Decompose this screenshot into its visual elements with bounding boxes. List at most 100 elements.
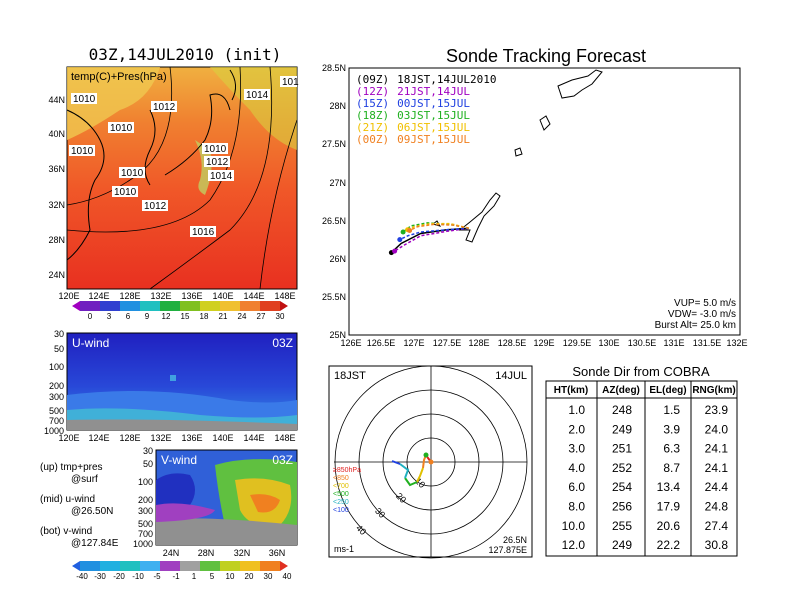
pressure-tick: 700 [49, 416, 64, 426]
colorbar-tick: 0 [88, 312, 93, 321]
pressure-tick: 100 [49, 362, 64, 372]
colorbar-tick: -1 [172, 572, 180, 581]
v-wind-colorbar-labels: -40 -30 -20 -10 -5 -1 1 5 10 20 30 40 [76, 572, 292, 581]
track-params: VUP= 5.0 m/s VDW= -3.0 m/s Burst Alt= 25… [655, 298, 736, 331]
colorbar-tick: 27 [257, 312, 266, 321]
colorbar-tick: 40 [283, 572, 292, 581]
table-cell: 24.8 [705, 500, 729, 514]
level-label: ≥850hPa [333, 467, 361, 474]
track-endpoint [392, 248, 398, 254]
temperature-colorbar-labels: 0 3 6 9 12 15 18 21 24 27 30 [88, 312, 285, 321]
track-lines [388, 222, 470, 256]
u-wind-label: U-wind [72, 336, 109, 350]
lon-tick: 148E [274, 291, 295, 301]
table-header-cell: AZ(deg) [602, 385, 640, 396]
lon-tick: 132E [150, 433, 171, 443]
y-tick: 25N [329, 330, 346, 340]
x-tick: 132E [726, 338, 747, 348]
track-endpoint [397, 237, 403, 243]
note-bot: (bot) v-wind [40, 526, 92, 537]
legend-entry: (00Z) 09JST,15JUL [356, 133, 470, 146]
table-cell: 8.7 [663, 461, 680, 475]
lat-tick: 32N [234, 548, 251, 558]
colorbar-tick: -20 [113, 572, 125, 581]
y-tick: 27.5N [322, 139, 346, 149]
table-cell: 27.4 [705, 519, 729, 533]
table-cell: 249 [612, 538, 632, 552]
polar-lon: 127.875E [488, 545, 527, 555]
isobar-label: 1012 [206, 157, 229, 168]
table-cell: 17.9 [657, 500, 681, 514]
track-legend: (09Z) 18JST,14JUL2010 (12Z) 21JST,14JUL (1… [356, 73, 496, 146]
x-tick: 126.5E [367, 338, 396, 348]
lat-tick: 44N [48, 95, 65, 105]
lon-tick: 124E [88, 433, 109, 443]
lat-tick: 36N [269, 548, 286, 558]
lon-tick: 120E [58, 433, 79, 443]
table-title: Sonde Dir from COBRA [572, 364, 710, 379]
legend-text: 00JST,15JUL [397, 97, 470, 110]
x-tick: 130.5E [628, 338, 657, 348]
table-cell: 6.3 [663, 442, 680, 456]
note-up-sub: @surf [71, 474, 98, 485]
note-bot-sub: @127.84E [71, 538, 119, 549]
table-body: 1.0 248 1.5 23.9 2.0 249 3.9 24.0 3.0 251 6.3 24.1 4… [562, 403, 729, 552]
legend-entry: (18Z) 03JST,15JUL [356, 109, 470, 122]
pressure-tick: 30 [143, 446, 153, 456]
polar-lat: 26.5N [503, 535, 527, 545]
lon-tick: 128E [119, 433, 140, 443]
lat-tick: 28N [48, 235, 65, 245]
lon-tick: 128E [119, 291, 140, 301]
table-cell: 30.8 [705, 538, 729, 552]
map-label: temp(C)+Pres(hPa) [71, 71, 167, 83]
isobar-label: 1010 [71, 146, 94, 157]
map-lat-ticks: 44N 40N 36N 32N 28N 24N [48, 95, 65, 280]
isobar-label: 1010 [110, 123, 133, 134]
v-wind-lat-ticks: 24N 28N 32N 36N [163, 548, 286, 558]
legend-key: (18Z) [356, 109, 389, 122]
polar-time-left: 18JST [334, 370, 366, 382]
table-cell: 3.9 [663, 422, 680, 436]
table-cell: 10.0 [562, 519, 586, 533]
map-title: 03Z,14JUL2010 (init) [89, 45, 282, 64]
lon-tick: 144E [243, 433, 264, 443]
x-tick: 130E [598, 338, 619, 348]
track-line [390, 227, 469, 254]
track-line [394, 227, 470, 252]
pressure-tick: 300 [138, 506, 153, 516]
table-cell: 3.0 [568, 442, 585, 456]
table-cell: 255 [612, 519, 632, 533]
table-cell: 1.5 [663, 403, 680, 417]
side-notes: (up) tmp+pres @surf (mid) u-wind @26.50N… [40, 462, 119, 549]
hodograph-markers [423, 452, 434, 465]
isobar-label: 1012 [153, 102, 176, 113]
pressure-tick: 500 [138, 519, 153, 529]
isobar-label: 101 [282, 77, 299, 88]
table-cell: 251 [612, 442, 632, 456]
x-tick: 131.5E [693, 338, 722, 348]
colorbar-tick: 1 [192, 572, 197, 581]
legend-key: (12Z) [356, 85, 389, 98]
table-header: HT(km) AZ(deg) EL(deg) RNG(km) [554, 385, 736, 396]
colorbar-tick: 3 [107, 312, 112, 321]
lat-tick: 24N [48, 270, 65, 280]
y-tick: 26N [329, 254, 346, 264]
note-up: (up) tmp+pres [40, 462, 103, 473]
table-cell: 249 [612, 422, 632, 436]
pressure-tick: 1000 [44, 426, 64, 436]
level-label: <700 [333, 483, 349, 490]
table-cell: 252 [612, 461, 632, 475]
x-tick: 127.5E [433, 338, 462, 348]
lon-tick: 136E [181, 433, 202, 443]
lon-tick: 124E [88, 291, 109, 301]
v-wind-time: 03Z [272, 453, 293, 467]
polar-level-legend: ≥850hPa <850 <700 <500 <250 <100 [333, 467, 361, 514]
table-header-cell: EL(deg) [649, 385, 686, 396]
track-line [409, 223, 470, 232]
table-cell: 24.1 [705, 442, 729, 456]
note-mid-sub: @26.50N [71, 506, 113, 517]
u-wind-time: 03Z [272, 336, 293, 350]
lat-tick: 28N [198, 548, 215, 558]
colorbar-tick: -10 [132, 572, 144, 581]
